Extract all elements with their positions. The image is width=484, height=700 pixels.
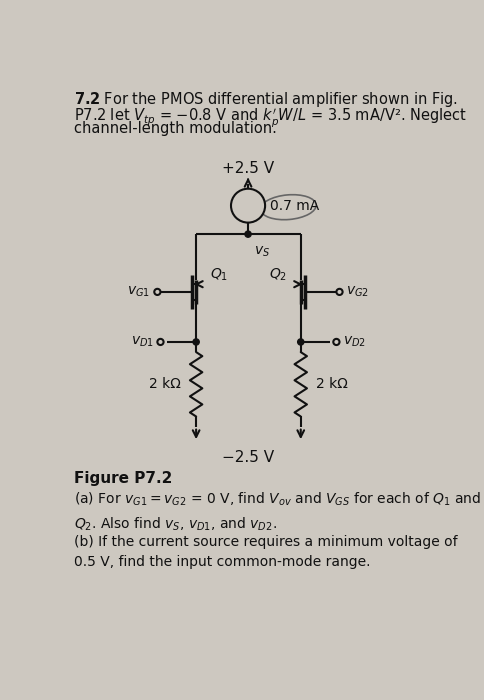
Text: (b) If the current source requires a minimum voltage of
0.5 V, find the input co: (b) If the current source requires a min… [75,536,458,569]
Text: $v_{D1}$: $v_{D1}$ [131,335,154,349]
Text: $v_{G1}$: $v_{G1}$ [127,285,151,299]
Circle shape [333,339,339,345]
Text: $v_{D2}$: $v_{D2}$ [343,335,365,349]
Text: $Q_1$: $Q_1$ [210,267,228,284]
Text: 2 kΩ: 2 kΩ [149,377,181,391]
Text: $v_{G2}$: $v_{G2}$ [347,285,369,299]
Text: −2.5 V: −2.5 V [222,450,274,465]
Circle shape [231,189,265,223]
Text: $v_S$: $v_S$ [254,245,271,259]
Circle shape [157,339,164,345]
Text: 0.7 mA: 0.7 mA [270,199,319,213]
Circle shape [193,339,199,345]
Circle shape [298,339,304,345]
Text: P7.2 let $V_{tp}$ = −0.8 V and $k_p'W/L$ = 3.5 mA/V². Neglect: P7.2 let $V_{tp}$ = −0.8 V and $k_p'W/L$… [75,106,468,129]
Text: (a) For $v_{G1} = v_{G2}$ = 0 V, find $V_{ov}$ and $V_{GS}$ for each of $Q_1$ an: (a) For $v_{G1} = v_{G2}$ = 0 V, find $V… [75,491,482,533]
Text: Figure P7.2: Figure P7.2 [75,470,173,486]
Text: $\bf{7.2}$ For the PMOS differential amplifier shown in Fig.: $\bf{7.2}$ For the PMOS differential amp… [75,90,458,109]
Circle shape [245,231,251,237]
Text: channel-length modulation.: channel-length modulation. [75,121,277,136]
Text: 2 kΩ: 2 kΩ [316,377,348,391]
Text: $Q_2$: $Q_2$ [269,267,287,284]
Circle shape [336,289,343,295]
Circle shape [154,289,161,295]
Text: +2.5 V: +2.5 V [222,161,274,176]
